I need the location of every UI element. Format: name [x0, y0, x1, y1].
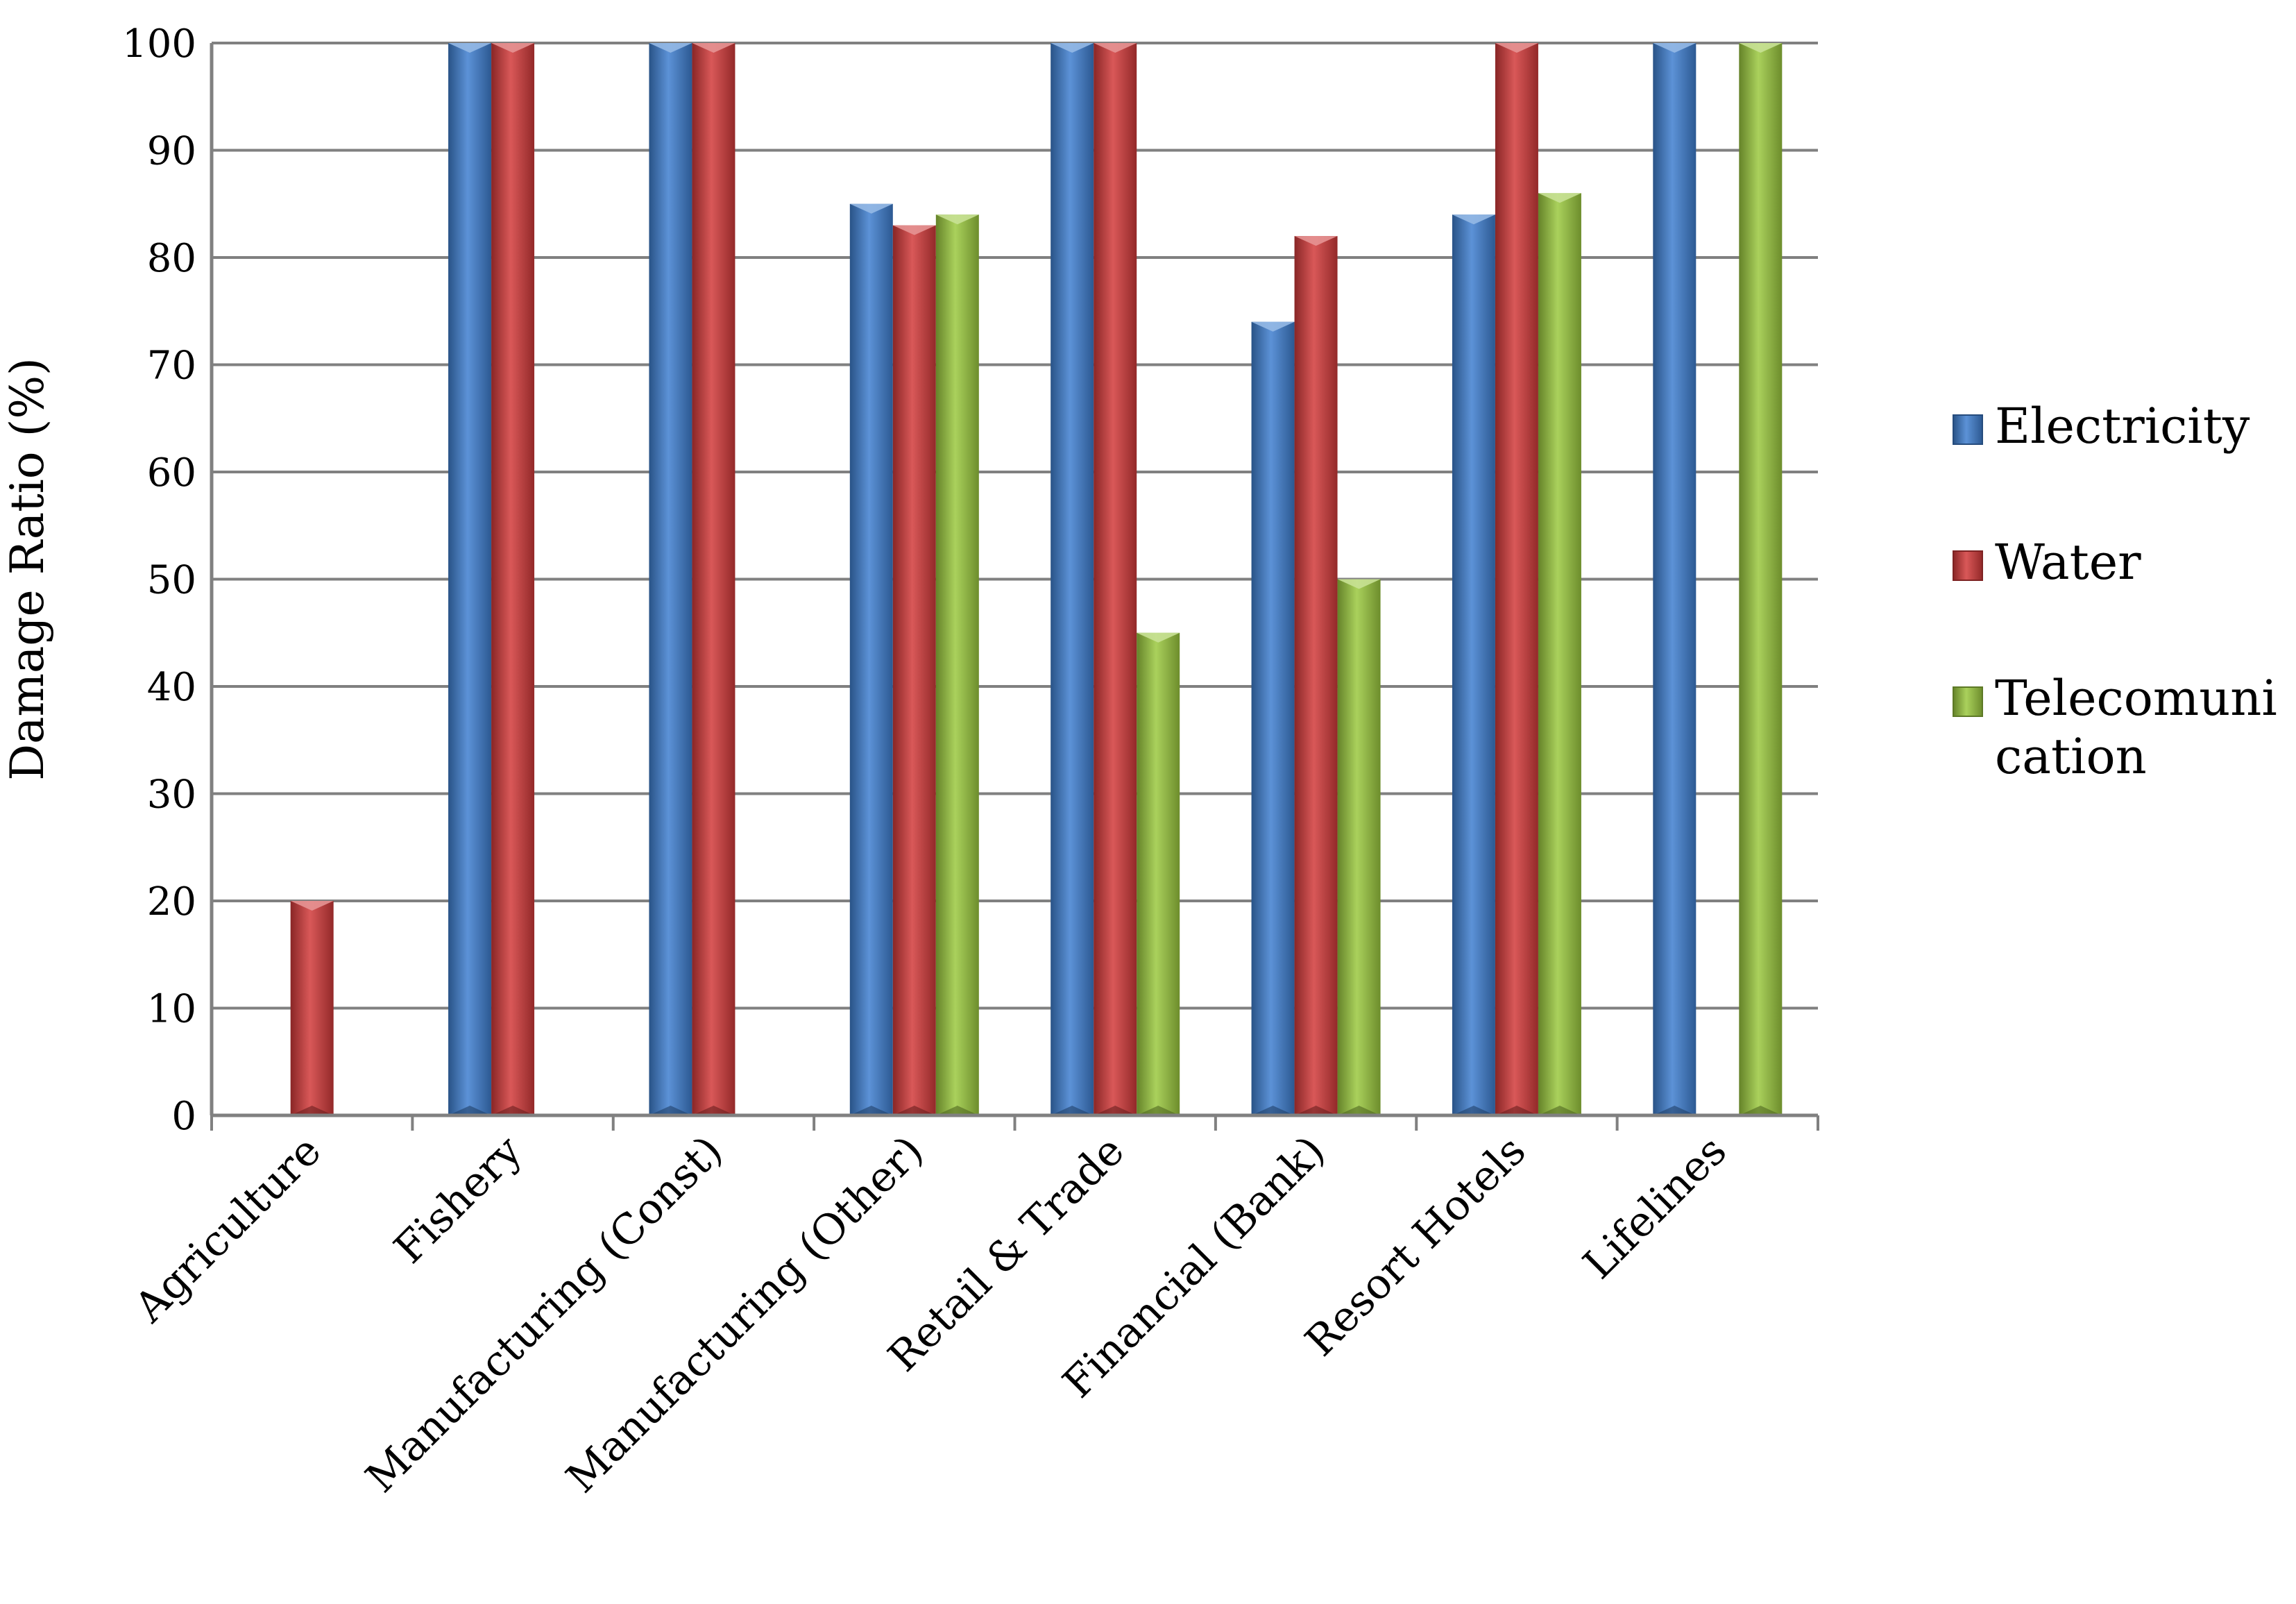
y-tick-label: 100: [122, 22, 196, 67]
y-tick-label: 30: [147, 773, 196, 818]
bar-telecomunication-3: [935, 214, 979, 1116]
legend-swatch: [1953, 686, 1983, 717]
bar-water-2: [692, 43, 735, 1115]
bar-electricity-4: [1051, 43, 1094, 1115]
y-tick-label: 0: [171, 1094, 196, 1139]
y-tick-label: 20: [147, 879, 196, 925]
legend-swatch: [1953, 414, 1983, 445]
bar-water-3: [892, 225, 936, 1115]
x-tick-label: Manufacturing (Const): [357, 1126, 732, 1502]
y-tick-label: 80: [147, 236, 196, 281]
x-tick-label: Fishery: [385, 1126, 532, 1273]
bar-electricity-5: [1251, 321, 1295, 1116]
bar-water-6: [1495, 43, 1538, 1115]
bar-telecomunication-5: [1337, 579, 1381, 1115]
bar-electricity-1: [448, 43, 492, 1115]
legend-item-telecomunication: Telecomuni cation: [1953, 670, 2277, 785]
y-tick-label: 40: [147, 665, 196, 710]
y-tick-label: 70: [147, 344, 196, 389]
bar-water-0: [290, 901, 334, 1115]
bar-telecomunication-7: [1739, 43, 1783, 1115]
x-tick-label: Agriculture: [125, 1126, 330, 1332]
legend-item-water: Water: [1953, 534, 2141, 591]
y-axis-title: Damage Ratio (%): [1, 357, 54, 781]
y-tick-label: 50: [147, 558, 196, 603]
legend-label: Water: [1995, 534, 2141, 591]
y-tick-label: 10: [147, 987, 196, 1032]
bars: [290, 43, 1783, 1116]
bar-electricity-7: [1653, 43, 1697, 1115]
bar-electricity-2: [649, 43, 692, 1115]
y-tick-label: 90: [147, 129, 196, 174]
bar-electricity-6: [1452, 214, 1495, 1116]
legend-swatch: [1953, 550, 1983, 581]
legend: Electricity Water Telecomuni cation: [1953, 398, 2277, 785]
legend-label: Telecomuni cation: [1995, 670, 2277, 785]
axes: [210, 43, 1819, 1131]
y-tick-labels: 0 10 20 30 40 50 60 70 80 90 100: [122, 22, 196, 1139]
legend-label: Electricity: [1995, 398, 2250, 455]
bar-telecomunication-6: [1538, 193, 1581, 1115]
bar-telecomunication-4: [1137, 632, 1180, 1115]
bar-water-1: [491, 43, 535, 1115]
bar-water-5: [1294, 236, 1338, 1116]
y-tick-label: 60: [147, 450, 196, 496]
x-tick-label: Lifelines: [1574, 1126, 1736, 1288]
legend-item-electricity: Electricity: [1953, 398, 2250, 455]
bar-water-4: [1094, 43, 1137, 1115]
bar-electricity-3: [849, 203, 893, 1115]
x-tick-label: Manufacturing (Other): [557, 1126, 933, 1502]
